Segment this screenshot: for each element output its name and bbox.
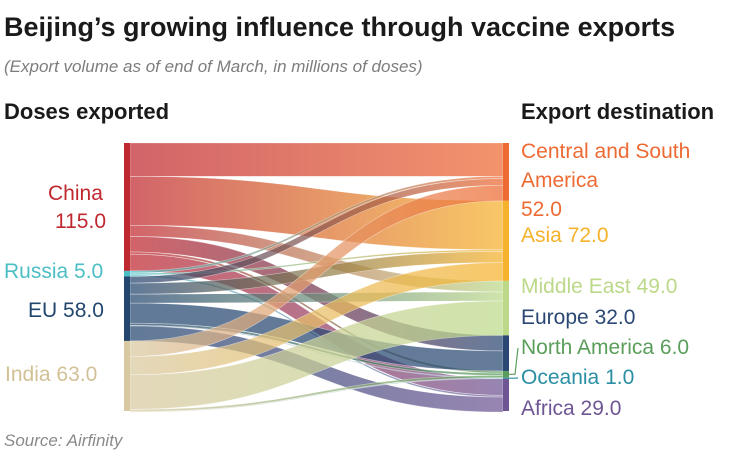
source-note: Source: Airfinity: [4, 431, 123, 450]
source-name-china: China: [48, 182, 103, 205]
dest-node-csa: [503, 143, 509, 201]
dest-name-me: Middle East: [521, 275, 631, 298]
dest-value-text-me: 49.0: [636, 275, 678, 298]
source-label-eu: EU 58.0: [28, 299, 104, 322]
source-node-eu: [124, 276, 130, 341]
dest-value-text-na: 6.0: [659, 336, 690, 359]
source-value-china: 115.0: [55, 210, 106, 233]
dest-name-na: North America: [521, 336, 655, 359]
source-label-china: China: [48, 182, 103, 205]
source-value-text-china: 115.0: [55, 210, 106, 233]
dest-label-africa: Africa 29.0: [521, 397, 621, 420]
dest-name-europe: Europe: [521, 306, 589, 329]
dest-label-europe: Europe 32.0: [521, 306, 635, 329]
source-name-eu: EU: [28, 299, 58, 322]
dest-node-africa: [503, 378, 509, 411]
flow-china-to-csa: [129, 142, 504, 177]
right-column-header: Export destination: [521, 99, 715, 124]
dest-value-text-oceania: 1.0: [605, 366, 635, 389]
source-value-text-india: 63.0: [56, 363, 98, 386]
dest-value-text-africa: 29.0: [580, 397, 622, 420]
source-value-text-eu: 58.0: [63, 299, 104, 322]
source-label-india: India 63.0: [5, 363, 97, 386]
leader-line-na: [509, 347, 519, 375]
source-name-russia: Russia: [4, 260, 69, 283]
source-name-india: India: [5, 363, 51, 386]
dest-name-africa: Africa: [521, 397, 575, 420]
dest-label-csa: Central and South America 52.0: [521, 137, 696, 224]
flow-eu-to-me: [129, 291, 504, 304]
dest-node-oceania: [503, 377, 509, 379]
source-node-russia: [124, 270, 130, 277]
left-column-header: Doses exported: [4, 99, 170, 124]
dest-node-asia: [503, 200, 509, 281]
dest-node-me: [503, 280, 509, 336]
dest-value-text-asia: 72.0: [567, 224, 609, 247]
dest-node-europe: [503, 335, 509, 371]
dest-label-asia: Asia 72.0: [521, 224, 609, 247]
dest-name-csa: Central and South America: [521, 140, 691, 192]
chart-title: Beijing’s growing influence through vacc…: [4, 12, 676, 42]
dest-name-oceania: Oceania: [521, 366, 600, 389]
dest-value-text-csa: 52.0: [521, 198, 562, 221]
dest-label-me: Middle East 49.0: [521, 275, 677, 298]
dest-name-asia: Asia: [521, 224, 562, 247]
dest-label-na: North America 6.0: [521, 336, 689, 359]
dest-value-text-europe: 32.0: [594, 306, 636, 329]
source-node-china: [124, 143, 130, 271]
source-label-russia: Russia 5.0: [4, 260, 103, 283]
dest-label-oceania: Oceania 1.0: [521, 366, 634, 389]
source-node-india: [124, 340, 130, 411]
chart-subtitle: (Export volume as of end of March, in mi…: [4, 57, 423, 76]
source-value-text-russia: 5.0: [74, 260, 104, 283]
dest-node-na: [503, 370, 509, 378]
